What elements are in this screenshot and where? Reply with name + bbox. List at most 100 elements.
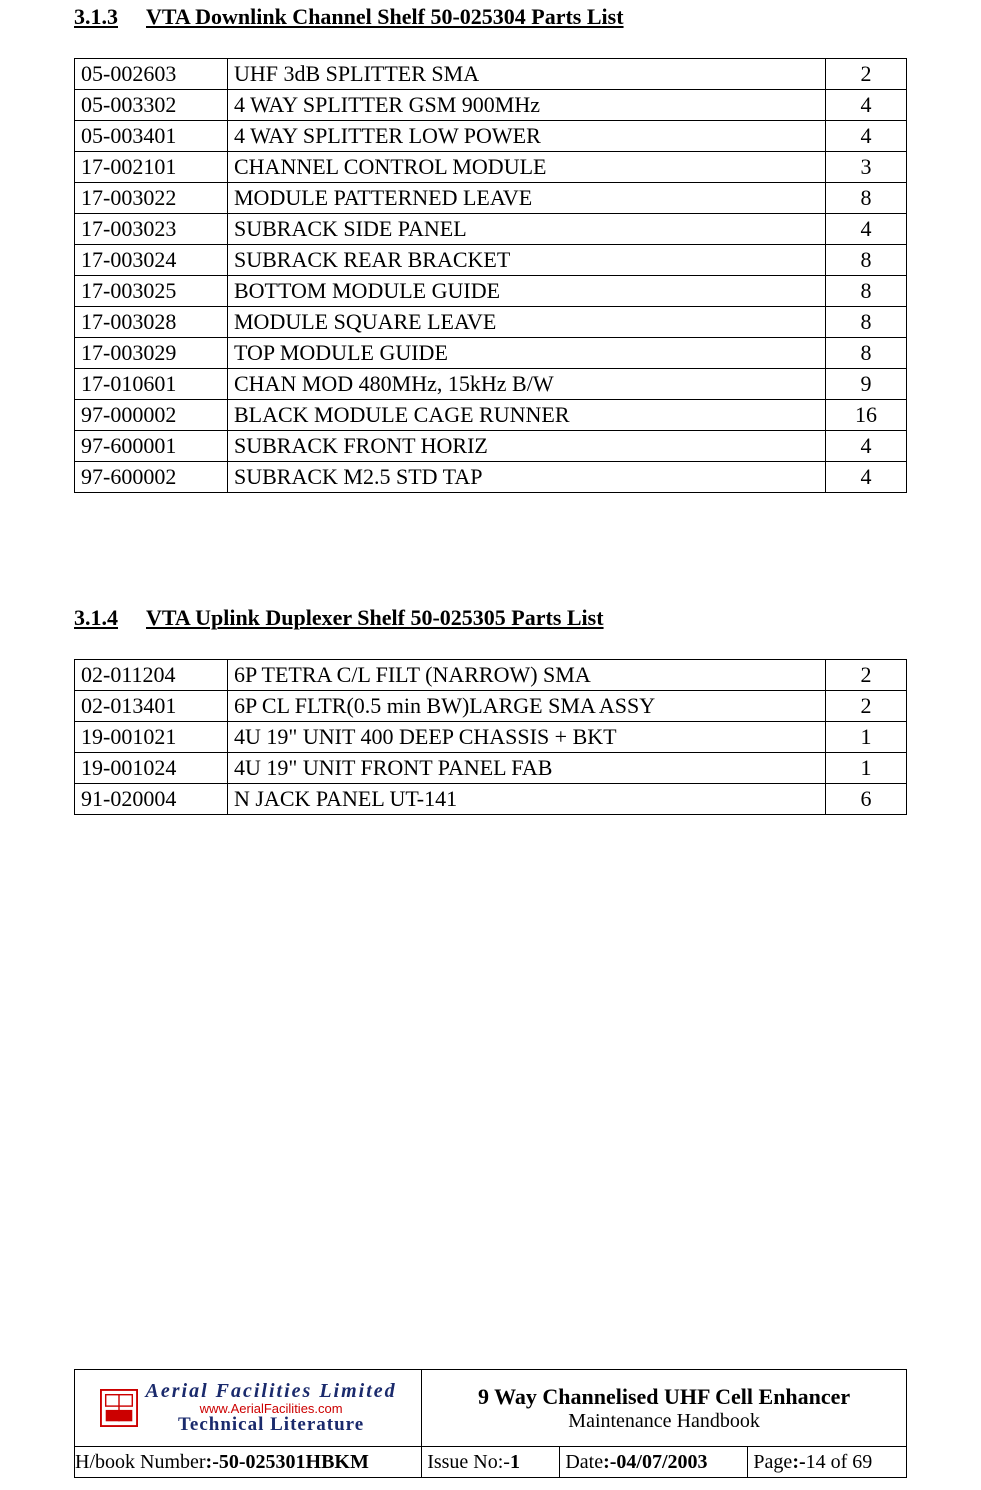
section-number: 3.1.4	[74, 605, 118, 630]
part-qty: 4	[826, 431, 907, 462]
part-desc: N JACK PANEL UT-141	[228, 784, 826, 815]
part-code: 19-001021	[75, 722, 228, 753]
part-code: 97-600002	[75, 462, 228, 493]
table-row: 17-003028MODULE SQUARE LEAVE8	[75, 307, 907, 338]
part-qty: 2	[826, 691, 907, 722]
part-code: 05-003401	[75, 121, 228, 152]
table-row: 91-020004N JACK PANEL UT-1416	[75, 784, 907, 815]
company-logo-icon	[100, 1389, 138, 1427]
part-qty: 8	[826, 183, 907, 214]
part-desc: CHAN MOD 480MHz, 15kHz B/W	[228, 369, 826, 400]
part-desc: TOP MODULE GUIDE	[228, 338, 826, 369]
part-code: 02-013401	[75, 691, 228, 722]
section-gap	[74, 493, 907, 601]
page-label: Page	[753, 1451, 792, 1473]
issue-label: Issue No:-	[427, 1451, 510, 1473]
part-qty: 4	[826, 121, 907, 152]
table-row: 05-002603UHF 3dB SPLITTER SMA2	[75, 59, 907, 90]
part-qty: 6	[826, 784, 907, 815]
issue-cell: Issue No:-1	[422, 1447, 560, 1478]
part-desc: 4U 19" UNIT 400 DEEP CHASSIS + BKT	[228, 722, 826, 753]
table-row: 97-000002BLACK MODULE CAGE RUNNER16	[75, 400, 907, 431]
part-code: 97-000002	[75, 400, 228, 431]
logo-cell: Aerial Facilities Limited www.AerialFaci…	[75, 1370, 422, 1447]
part-qty: 2	[826, 59, 907, 90]
part-desc: MODULE PATTERNED LEAVE	[228, 183, 826, 214]
table-row: 19-0010214U 19" UNIT 400 DEEP CHASSIS + …	[75, 722, 907, 753]
part-desc: 4 WAY SPLITTER GSM 900MHz	[228, 90, 826, 121]
part-desc: BLACK MODULE CAGE RUNNER	[228, 400, 826, 431]
part-code: 91-020004	[75, 784, 228, 815]
part-desc: 4U 19" UNIT FRONT PANEL FAB	[228, 753, 826, 784]
part-qty: 16	[826, 400, 907, 431]
table-row: 17-003023SUBRACK SIDE PANEL4	[75, 214, 907, 245]
part-code: 02-011204	[75, 660, 228, 691]
table-row: 02-0134016P CL FLTR(0.5 min BW)LARGE SMA…	[75, 691, 907, 722]
part-qty: 4	[826, 90, 907, 121]
part-qty: 9	[826, 369, 907, 400]
hbook-value: :-50-025301HBKM	[206, 1451, 369, 1473]
doc-title: 9 Way Channelised UHF Cell Enhancer	[422, 1384, 906, 1410]
page-footer: Aerial Facilities Limited www.AerialFaci…	[74, 1369, 907, 1478]
part-qty: 8	[826, 307, 907, 338]
part-code: 05-003302	[75, 90, 228, 121]
section-heading-313: 3.1.3VTA Downlink Channel Shelf 50-02530…	[74, 0, 907, 58]
logo-company-name: Aerial Facilities Limited	[146, 1381, 397, 1402]
part-code: 17-003028	[75, 307, 228, 338]
table-row: 19-0010244U 19" UNIT FRONT PANEL FAB1	[75, 753, 907, 784]
part-desc: 6P CL FLTR(0.5 min BW)LARGE SMA ASSY	[228, 691, 826, 722]
part-qty: 2	[826, 660, 907, 691]
table-row: 02-0112046P TETRA C/L FILT (NARROW) SMA2	[75, 660, 907, 691]
part-qty: 8	[826, 338, 907, 369]
part-desc: BOTTOM MODULE GUIDE	[228, 276, 826, 307]
hbook-cell: H/book Number:-50-025301HBKM	[75, 1447, 422, 1478]
parts-table-314: 02-0112046P TETRA C/L FILT (NARROW) SMA2…	[74, 659, 907, 815]
part-qty: 1	[826, 722, 907, 753]
table-row: 17-003029TOP MODULE GUIDE8	[75, 338, 907, 369]
part-qty: 4	[826, 214, 907, 245]
table-row: 05-0034014 WAY SPLITTER LOW POWER4	[75, 121, 907, 152]
part-code: 17-003029	[75, 338, 228, 369]
page-prefix: :-	[792, 1451, 805, 1473]
date-label: Date	[565, 1451, 603, 1473]
part-qty: 8	[826, 276, 907, 307]
part-desc: 6P TETRA C/L FILT (NARROW) SMA	[228, 660, 826, 691]
part-qty: 4	[826, 462, 907, 493]
table-row: 97-600001SUBRACK FRONT HORIZ4	[75, 431, 907, 462]
part-code: 17-002101	[75, 152, 228, 183]
part-code: 19-001024	[75, 753, 228, 784]
part-code: 97-600001	[75, 431, 228, 462]
table-row: 05-0033024 WAY SPLITTER GSM 900MHz4	[75, 90, 907, 121]
part-code: 05-002603	[75, 59, 228, 90]
table-row: 17-003022MODULE PATTERNED LEAVE8	[75, 183, 907, 214]
parts-table-313: 05-002603UHF 3dB SPLITTER SMA205-0033024…	[74, 58, 907, 493]
part-qty: 1	[826, 753, 907, 784]
hbook-label: H/book Number	[75, 1451, 206, 1473]
section-heading-314: 3.1.4 VTA Uplink Duplexer Shelf 50-025305…	[74, 601, 907, 659]
section-title: VTA Uplink Duplexer Shelf 50-025305 Part…	[146, 605, 604, 630]
table-row: 17-003025BOTTOM MODULE GUIDE8	[75, 276, 907, 307]
page-cell: Page:-14 of 69	[748, 1447, 907, 1478]
part-desc: CHANNEL CONTROL MODULE	[228, 152, 826, 183]
table-row: 17-002101CHANNEL CONTROL MODULE3	[75, 152, 907, 183]
part-code: 17-003023	[75, 214, 228, 245]
part-code: 17-003025	[75, 276, 228, 307]
issue-value: 1	[510, 1451, 520, 1473]
date-cell: Date:-04/07/2003	[560, 1447, 748, 1478]
doc-subtitle: Maintenance Handbook	[422, 1410, 906, 1433]
table-row: 17-003024SUBRACK REAR BRACKET8	[75, 245, 907, 276]
document-page: 3.1.3VTA Downlink Channel Shelf 50-02530…	[0, 0, 981, 1490]
part-desc: SUBRACK M2.5 STD TAP	[228, 462, 826, 493]
logo-subtitle: Technical Literature	[146, 1415, 397, 1435]
part-desc: UHF 3dB SPLITTER SMA	[228, 59, 826, 90]
part-desc: SUBRACK REAR BRACKET	[228, 245, 826, 276]
logo-url: www.AerialFacilities.com	[146, 1402, 397, 1416]
footer-table: Aerial Facilities Limited www.AerialFaci…	[74, 1369, 907, 1478]
part-desc: MODULE SQUARE LEAVE	[228, 307, 826, 338]
section-number: 3.1.3	[74, 4, 118, 29]
doc-title-cell: 9 Way Channelised UHF Cell Enhancer Main…	[422, 1370, 907, 1447]
page-of: of 69	[826, 1451, 873, 1473]
date-value: :-04/07/2003	[603, 1451, 707, 1473]
part-code: 17-003024	[75, 245, 228, 276]
part-code: 17-003022	[75, 183, 228, 214]
